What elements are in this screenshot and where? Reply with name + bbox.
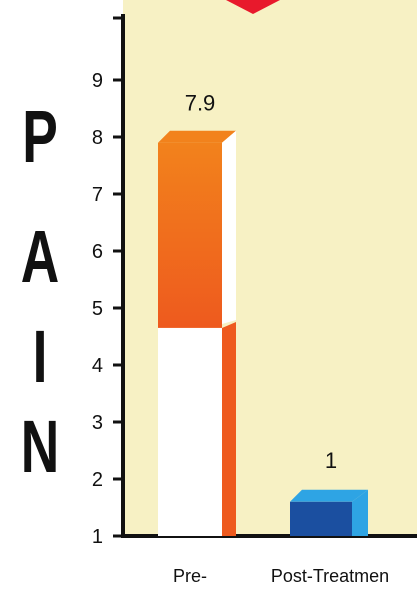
y-axis-label-n-text: N bbox=[20, 405, 60, 488]
y-tick-label-7: 7 bbox=[92, 184, 103, 206]
y-axis-label-i-text: I bbox=[32, 315, 48, 398]
y-axis-label-p-text: P bbox=[22, 95, 58, 178]
y-tick-label-4: 4 bbox=[92, 355, 103, 377]
bar-pre-top-face bbox=[158, 130, 236, 143]
bar-post-front bbox=[290, 501, 352, 536]
bar-pre-side-upper bbox=[222, 130, 236, 324]
y-axis-label-letter-n: N bbox=[18, 410, 61, 484]
bar-pre-front-upper bbox=[158, 142, 222, 328]
y-axis-label-letter-a: A bbox=[18, 220, 61, 294]
bar-pre-front-lower bbox=[158, 327, 222, 536]
bar-post-side bbox=[352, 489, 368, 536]
bar-post-value-label: 1 bbox=[325, 448, 337, 473]
red-down-arrow-icon bbox=[226, 0, 280, 14]
bar-pre-value-label: 7.9 bbox=[185, 91, 216, 116]
y-axis-label-letter-p: P bbox=[18, 100, 61, 174]
y-tick-label-2: 2 bbox=[92, 469, 103, 491]
y-axis-label-a-text: A bbox=[20, 215, 60, 298]
category-label-pre: Pre- bbox=[173, 566, 207, 586]
y-axis-label-letter-i: I bbox=[18, 320, 61, 394]
category-label-post: Post-Treatmen bbox=[271, 566, 389, 586]
y-tick-label-5: 5 bbox=[92, 298, 103, 320]
y-tick-label-3: 3 bbox=[92, 412, 103, 434]
y-tick-label-1: 1 bbox=[92, 526, 103, 548]
bar-post bbox=[290, 489, 368, 536]
y-tick-label-6: 6 bbox=[92, 241, 103, 263]
bar-post-top-face bbox=[290, 489, 368, 502]
y-tick-label-8: 8 bbox=[92, 127, 103, 149]
bar-pre bbox=[158, 130, 236, 536]
bar-pre-side-lower bbox=[222, 321, 236, 536]
y-tick-label-9: 9 bbox=[92, 70, 103, 92]
